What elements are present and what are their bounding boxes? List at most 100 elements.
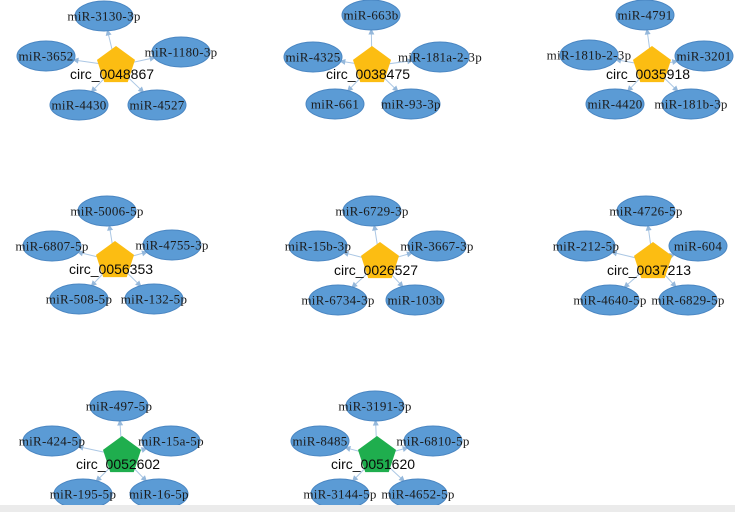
mirna-label: miR-212-5p [553,239,620,254]
mirna-label: miR-4420 [587,97,642,112]
mirna-node [674,40,734,72]
mirna-label: miR-15a-5p [138,434,204,449]
mirna-node [403,425,463,457]
circrna-label: circ_0038475 [326,66,410,82]
circrna-node [102,436,142,473]
edge-arrowhead [397,281,404,288]
circrna-label: circ_0051620 [331,456,415,472]
mirna-label: miR-663b [343,8,398,23]
mirna-label: miR-4755-3p [135,238,208,253]
mirna-node [124,283,184,315]
mirna-node [342,195,402,227]
mirna-node [410,41,470,73]
mirna-node [89,390,149,422]
mirna-node [381,88,441,120]
mirna-label: miR-3652 [18,49,73,64]
mirna-node [407,230,467,262]
edge-arrowhead [117,419,124,426]
edge-arrowhead [398,475,405,482]
mirna-node [77,195,137,227]
mirna-label: miR-181a-2-3p [398,50,482,65]
edge-arrowhead [90,86,98,93]
mirna-label: miR-3201 [676,49,731,64]
edge-arrowhead [351,475,359,482]
mirna-node [661,88,721,120]
mirna-label: miR-3191-3p [338,399,411,414]
mirna-node [585,88,645,120]
mirna-label: miR-16-5p [129,487,189,502]
mirna-label: miR-6829-5p [651,293,724,308]
edge-arrowhead [90,280,98,287]
cluster-circ_0048867: miR-3130-3p miR-3652 miR-1180-3p miR-4430 mi… [16,0,218,121]
edge-arrowhead [372,224,379,231]
edge-arrowhead [107,224,114,231]
mirna-label: miR-4791 [617,8,672,23]
cluster-circ_0056353: miR-5006-5p miR-6807-5p miR-4755-3p miR-508… [15,195,208,315]
mirna-label: miR-132-5p [121,292,188,307]
mirna-label: miR-6807-5p [15,239,88,254]
mirna-node [559,39,619,71]
edge-arrowhead [339,58,346,65]
circrna-label: circ_0056353 [69,261,153,277]
mirna-node [22,230,82,262]
mirna-label: miR-6734-3p [301,293,374,308]
mirna-node [345,390,405,422]
mirna-node [283,41,343,73]
mirna-label: miR-4652-5p [381,487,454,502]
mirna-node [22,425,82,457]
mirna-label: miR-3144-5p [303,487,376,502]
mirna-label: miR-1180-3p [145,45,218,60]
cluster-circ_0037213: miR-4726-5p miR-212-5p miR-604 miR-4640-5p m… [553,195,728,316]
mirna-label: miR-195-5p [50,487,117,502]
edge-arrowhead [372,419,379,426]
mirna-node [668,230,728,262]
edge-arrowhead [72,57,79,64]
mirna-node [290,425,350,457]
mirna-label: miR-3130-3p [67,9,140,24]
mirna-node [580,284,640,316]
mirna-label: miR-4726-5p [609,204,682,219]
mirna-node [341,0,401,31]
mirna-label: miR-5006-5p [70,204,143,219]
mirna-node [142,229,202,261]
circrna-label: circ_0035918 [606,66,690,82]
cluster-circ_0026527: miR-6729-3p miR-15b-3p miR-3667-3p miR-6734… [285,195,473,316]
edge-arrowhead [95,475,102,482]
mirna-node [151,36,211,68]
edge-arrowhead [626,85,634,92]
mirna-label: miR-6810-5p [396,434,469,449]
circrna-label: circ_0026527 [334,262,418,278]
mirna-label: miR-181b-2-3p [547,48,632,63]
edge-arrowhead [137,86,145,93]
mirna-node [49,89,109,121]
mirna-node [141,425,201,457]
mirna-node [305,88,365,120]
circrna-label: circ_0048867 [70,66,154,82]
mirna-label: miR-424-5p [19,434,86,449]
circrna-label: circ_0052602 [76,456,160,472]
circrna-node [632,46,672,83]
edge-arrowhead [644,28,651,35]
edge-arrowhead [346,85,354,92]
mirna-label: miR-8485 [292,434,347,449]
mirna-node [308,284,368,316]
mirna-label: miR-661 [311,97,359,112]
circrna-node [360,242,400,279]
mirna-node [16,40,76,72]
mirna-label: miR-4430 [51,98,106,113]
mirna-node [556,230,616,262]
cluster-circ_0035918: miR-4791 miR-181b-2-3p miR-3201 miR-4420 miR… [547,0,734,120]
mirna-label: miR-4325 [285,50,340,65]
edge-arrowhead [623,281,631,289]
mirna-label: miR-497-5p [86,399,153,414]
mirna-node [49,283,109,315]
mirna-label: miR-181b-3p [654,97,727,112]
edge-arrowhead [351,281,358,288]
mirna-label: miR-508-5p [46,292,113,307]
mirna-label: miR-4527 [129,98,184,113]
circrna-label: circ_0037213 [607,262,691,278]
mirna-node [74,0,134,32]
circrna-node [633,242,673,279]
